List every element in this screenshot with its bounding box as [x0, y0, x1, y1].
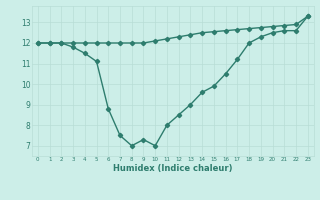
X-axis label: Humidex (Indice chaleur): Humidex (Indice chaleur)	[113, 164, 233, 173]
